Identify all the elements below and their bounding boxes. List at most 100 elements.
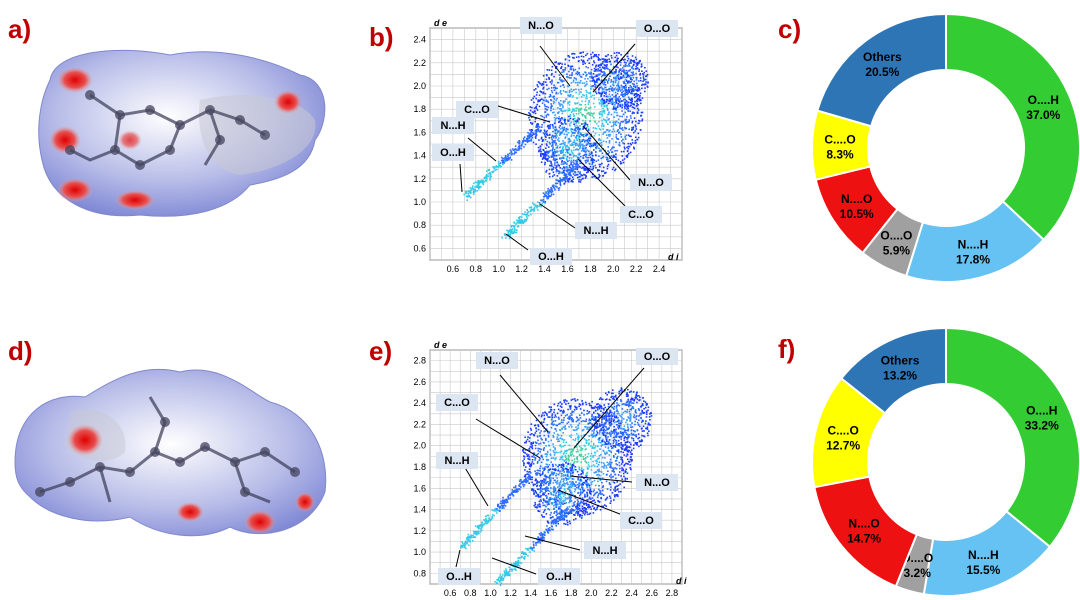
fingerprint-cloud [460,387,653,586]
x-tick-label: 1.8 [584,264,597,274]
y-tick-label: 1.8 [413,462,426,472]
callout-label: N...H [432,117,497,162]
donut-slice [816,12,947,128]
slice-value-label: 8.3% [826,148,854,162]
y-tick-label: 2.2 [413,419,426,429]
contact-spot [118,130,142,150]
surface-shape [38,49,326,217]
y-tick-label: 2.0 [413,81,426,91]
callout-label: N...O [476,352,549,433]
y-tick-label: 2.4 [413,398,426,408]
panel-label-d: d) [8,336,33,366]
donut-chart-c: O....H37.0% N....H17.8% O....O5.9% N....O10… [811,12,1080,283]
contact-spot [67,424,103,456]
slice-category-label: Others [881,353,920,367]
donut-slice [839,326,947,415]
slice-category-label: Others [863,50,902,64]
slice-category-label: O....O [880,229,912,243]
y-axis-label: d e [434,340,447,350]
callout-label: O...H [491,557,580,585]
donut-chart-f: O....H33.2%N....H15.5%O....O3.2%N....O14… [811,326,1080,597]
molecule-atoms [65,90,270,170]
y-tick-label: 1.6 [413,483,426,493]
contact-spot [57,67,93,93]
y-axis-label: d e [434,18,447,28]
callout-labels: N...O O...O C...O N...H O...H N...O C...… [432,17,678,265]
contact-spot [57,178,93,202]
svg-text:O...H: O...H [538,251,564,263]
tick-labels: 2.8 2.6 2.4 2.2 2.0 1.8 1.6 1.4 1.2 1.0 0.8 0.6 0.8 1… [413,356,678,598]
panel-label-a: a) [8,14,32,44]
y-tick-label: 1.4 [413,151,426,161]
callout-label: C...O [577,158,662,223]
slice-category-label: N....O [841,192,872,206]
y-tick-label: 1.6 [413,127,426,137]
svg-text:C...O: C...O [628,209,654,221]
slice-value-label: 37.0% [1026,108,1060,122]
contact-spot [49,126,81,154]
x-tick-label: 0.8 [470,264,483,274]
slice-value-label: 14.7% [847,531,881,545]
contact-spot [295,492,315,512]
y-tick-label: 0.6 [413,243,426,253]
svg-text:C...O: C...O [464,104,490,116]
callout-label: N...H [539,203,617,239]
slice-category-label: C....O [827,424,858,438]
slice-category-label: O....H [1028,93,1059,107]
y-tick-label: 2.4 [413,35,426,45]
slice-category-label: N....O [848,516,879,530]
y-tick-label: 1.2 [413,174,426,184]
x-tick-label: 0.8 [464,588,477,598]
x-tick-label: 1.6 [561,264,574,274]
slice-category-label: N....H [958,238,989,252]
y-tick-label: 0.8 [413,568,426,578]
fingerprint-plot-e: 2.8 2.6 2.4 2.2 2.0 1.8 1.6 1.4 1.2 1.0 0.8 0.6 0.8 1… [413,340,687,598]
callout-label: O...O [573,348,678,449]
x-tick-label: 2.4 [653,264,666,274]
slice-value-label: 10.5% [840,207,874,221]
x-tick-label: 0.6 [447,264,460,274]
tick-labels: 2.4 2.2 2.0 1.8 1.6 1.4 1.2 1.0 0.8 0.6 0.6 0.8 1.0 1… [413,35,665,274]
svg-text:N...H: N...H [440,120,465,132]
x-tick-label: 1.0 [492,264,505,274]
slice-value-label: 13.2% [883,368,917,382]
panel-label-c: c) [778,14,802,44]
fingerprint-cloud [463,51,649,240]
callout-labels: N...O O...O C...O N...H N...O C...O N...… [436,348,678,585]
surface-shape [14,368,327,537]
donut-slice [945,326,1080,549]
panel-label-e: e) [369,336,393,366]
y-tick-label: 1.8 [413,104,426,114]
x-tick-label: 1.4 [538,264,551,274]
callout-label: N...H [524,535,626,559]
slice-value-label: 15.5% [966,563,1000,577]
panel-label-b: b) [369,22,394,52]
slice-value-label: 17.8% [956,253,990,267]
slice-value-label: 33.2% [1025,419,1059,433]
svg-text:N...H: N...H [583,225,608,237]
y-tick-label: 2.8 [413,356,426,366]
x-tick-label: 2.2 [630,264,643,274]
x-tick-label: 2.0 [607,264,620,274]
callout-label: C...O [456,101,551,123]
hirshfeld-surface-a [38,49,326,217]
y-tick-label: 1.4 [413,505,426,515]
contact-spot [274,90,302,114]
callout-label: C...O [436,394,541,459]
callout-label: O...H [505,233,572,265]
slice-category-label: N....H [968,548,999,562]
donut-slice [945,12,1080,242]
slice-value-label: 5.9% [883,244,911,258]
hirshfeld-surface-d [14,368,327,537]
slice-value-label: 3.2% [904,566,932,580]
x-axis-label: d i [668,252,679,262]
contact-spot [115,190,155,210]
y-tick-label: 2.0 [413,441,426,451]
x-tick-label: 1.8 [565,588,578,598]
svg-text:O...O: O...O [644,23,671,35]
contact-spot [244,510,276,534]
y-tick-label: 0.8 [413,220,426,230]
slice-category-label: O....H [1026,404,1057,418]
y-tick-label: 2.2 [413,58,426,68]
y-tick-label: 1.0 [413,197,426,207]
